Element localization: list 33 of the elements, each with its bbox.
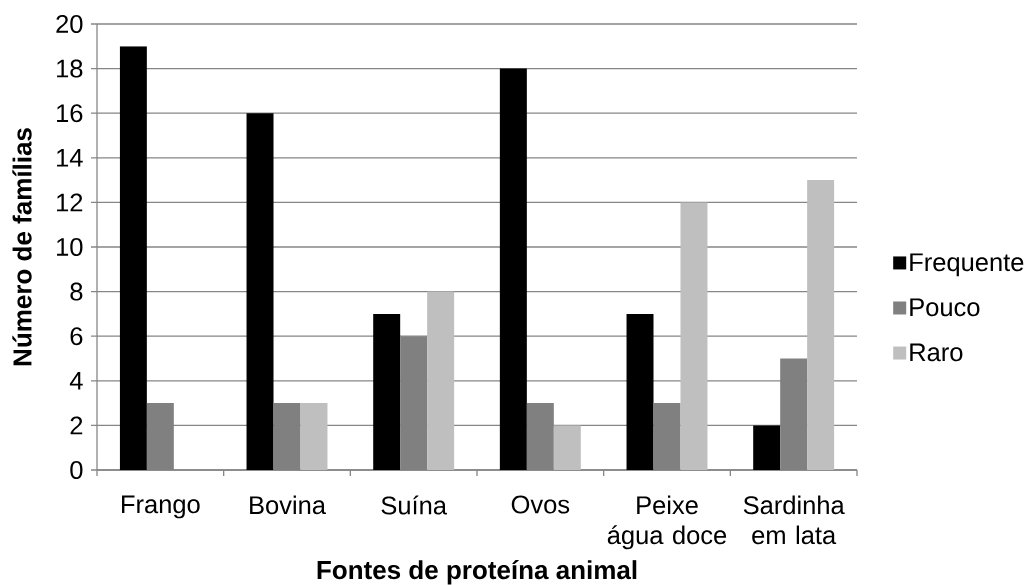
y-tick-label: 12 xyxy=(57,193,83,212)
bar xyxy=(753,425,781,470)
y-axis-title: Número de famílias xyxy=(12,128,32,366)
y-tick-label: 14 xyxy=(57,149,83,167)
bar xyxy=(119,46,147,470)
bar xyxy=(499,68,527,470)
legend-label: Pouco xyxy=(910,298,980,317)
y-tick-label: 4 xyxy=(69,372,83,390)
x-tick-label: Ovos xyxy=(511,495,570,514)
bar xyxy=(246,113,274,470)
y-tick-label: 20 xyxy=(56,14,83,34)
x-tick-label: Frango xyxy=(122,495,200,519)
y-tick-label: 8 xyxy=(70,282,83,301)
bar xyxy=(427,291,455,470)
x-tick-label: Peixe água doce xyxy=(607,495,727,550)
bar xyxy=(807,180,835,470)
y-tick-label: 16 xyxy=(57,104,83,123)
y-tick-label: 2 xyxy=(70,416,83,435)
x-tick-label: Suína xyxy=(381,495,447,515)
legend-label: Frequente xyxy=(910,253,1024,277)
y-tick-label: 10 xyxy=(57,237,83,257)
bar xyxy=(626,313,654,470)
legend-label: Raro xyxy=(910,343,963,362)
bar xyxy=(553,425,581,470)
bar xyxy=(680,202,708,470)
x-tick-label: Bovina xyxy=(250,495,326,515)
x-tick-label: Sardinha em lata xyxy=(743,495,845,545)
y-tick-label: 6 xyxy=(70,327,83,346)
x-axis-title: Fontes de proteína animal xyxy=(317,559,637,585)
y-tick-label: 0 xyxy=(70,460,83,480)
bar xyxy=(300,403,328,470)
bar xyxy=(373,313,401,470)
y-tick-label: 18 xyxy=(57,59,83,78)
